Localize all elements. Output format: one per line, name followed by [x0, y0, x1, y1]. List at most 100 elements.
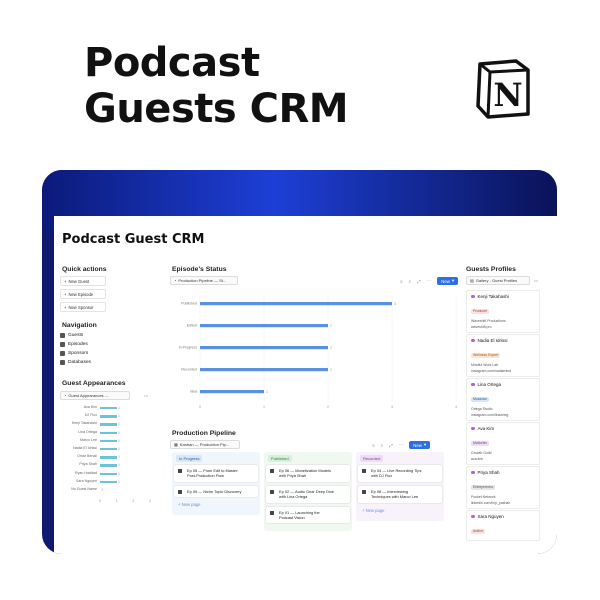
new-page-button[interactable]: + New page — [178, 502, 201, 508]
filter-icon[interactable]: ≡ — [400, 278, 403, 284]
kanban-card[interactable]: Ep 09 — Niche Topic Discovery — [174, 485, 258, 498]
notion-logo-letter: N — [493, 76, 522, 114]
kanban-card[interactable]: Ep 05 — From Edit to Master: Post-Product… — [174, 465, 258, 482]
guest-profile-card[interactable]: Nadia El Idrissi Wellness Expert Mindful W… — [466, 334, 540, 377]
new-label: New — [441, 278, 450, 284]
guest-name: Nadia El Idrissi — [471, 338, 535, 343]
guest-appearance-value: 1 — [118, 455, 120, 460]
kanban-card-title: Ep 02 — Audio Gear Deep Dive — [279, 488, 334, 494]
guest-role-tag: Marketer — [471, 441, 489, 446]
production-pipeline-view-label: Kanban — Production Pip... — [179, 442, 230, 447]
guest-profile-card[interactable]: Lina Ortega Musician Ortega Studio instagra… — [466, 378, 540, 421]
guest-appearance-bar — [100, 472, 117, 475]
guest-profile-card[interactable]: Priya Shah Entrepreneur Pocket Network link… — [466, 466, 540, 509]
person-icon — [471, 382, 475, 387]
page-icon — [362, 469, 366, 473]
production-pipeline-heading: Production Pipeline — [172, 430, 236, 437]
guest-link: linkedin.com/in/p_yashah — [471, 501, 511, 505]
status-label: Published — [181, 302, 197, 306]
nav-item-guests[interactable]: Guests — [60, 333, 83, 338]
guest-name: Kenji Takahashi — [471, 294, 535, 299]
status-label: Edited — [187, 324, 197, 328]
guest-name: Sara Nguyen — [471, 514, 535, 519]
new-episode-button[interactable]: + New Episode — [60, 289, 106, 299]
search-icon[interactable]: ⌕ — [380, 442, 384, 448]
more-icon[interactable]: ⋯ — [426, 278, 432, 283]
status-value: 2 — [330, 368, 332, 372]
new-sponsor-button[interactable]: + New Sponsor — [60, 302, 106, 312]
kanban-card[interactable]: Ep 01 — Launching the Podcast Vision — [266, 506, 350, 524]
new-sponsor-label: New Sponsor — [68, 304, 94, 310]
episodes-status-heading: Episode's Status — [172, 266, 227, 273]
kanban-column-title[interactable]: Recorded — [360, 455, 384, 462]
status-bar — [200, 324, 328, 328]
search-icon[interactable]: ⌕ — [408, 278, 412, 284]
new-guest-button[interactable]: + New Guest — [60, 276, 106, 286]
guest-profile-card[interactable]: Sara Nguyen Author — [466, 510, 540, 541]
episodes-status-view-selector[interactable]: ◔ Production Pipeline — St... — [170, 276, 238, 285]
guest-link: waveshift.pro — [471, 325, 492, 329]
nav-item-sponsors[interactable]: Sponsors — [60, 351, 88, 356]
kanban-card[interactable]: Ep 02 — Audio Gear Deep Dive with Lina Or… — [266, 485, 350, 503]
kanban-column-title[interactable]: In Progress — [176, 455, 203, 462]
kanban-card-title: Ep 08 — Interviewing — [371, 488, 408, 494]
status-x-tick: 2 — [327, 405, 329, 409]
more-icon[interactable]: ⋯ — [398, 442, 404, 447]
guest-profile-card[interactable]: Ava Kim Marketer Growth Guild ava.link — [466, 422, 540, 465]
guest-appearance-bar — [100, 431, 117, 434]
guest-role-tag: Musician — [471, 397, 489, 402]
plus-icon: + — [64, 278, 67, 284]
guest-appearances-view-selector[interactable]: ◔ Guest Appearances -... — [60, 391, 130, 400]
chevron-down-icon: ▾ — [451, 278, 455, 283]
status-value: 2 — [330, 324, 332, 328]
nav-guests-label: Guests — [68, 333, 84, 338]
page-icon — [362, 489, 366, 494]
guest-appearance-x-tick: 0 — [99, 499, 101, 504]
kanban-card[interactable]: Ep 08 — Interviewing Techniques with Marc… — [358, 485, 442, 503]
nav-episodes-label: Episodes — [68, 342, 88, 347]
new-page-button[interactable]: + New page — [362, 507, 385, 513]
person-icon — [471, 426, 475, 431]
guest-profiles-view-selector[interactable]: ▤ Gallery - Guest Profiles — [466, 276, 530, 285]
guest-role-tag: Author — [471, 529, 486, 534]
navigation-heading: Navigation — [62, 322, 97, 329]
nav-item-databases[interactable]: Databases — [60, 360, 91, 365]
nav-sponsors-label: Sponsors — [68, 351, 89, 356]
guest-link: instagram.com/linaorteg — [471, 413, 509, 417]
board-icon: ▦ — [174, 442, 178, 447]
kanban-column-title[interactable]: Published — [268, 455, 292, 462]
guest-profiles-view-label: Gallery - Guest Profiles — [475, 278, 518, 283]
filter-icon[interactable]: ≡ — [372, 442, 375, 448]
kanban-card[interactable]: Ep 06 — Monetization Models with Priya Sh… — [266, 465, 350, 482]
kanban-card[interactable]: Ep 04 — Live Recording Tips with DJ Flux — [358, 465, 442, 482]
expand-icon[interactable]: ⤢ — [417, 278, 421, 284]
more-options-icon[interactable]: ••• — [534, 278, 539, 283]
kanban-column: Published Ep 06 — Monetization Models with… — [264, 452, 352, 532]
person-icon — [471, 338, 475, 343]
guest-name: Ava Kim — [471, 426, 535, 431]
status-bar — [200, 368, 328, 372]
episodes-status-toolbar: ≡ ⌕ ⤢ ⋯ New ▾ — [400, 277, 459, 285]
guest-appearance-bar — [100, 407, 117, 410]
guest-name-text: Ava Kim — [477, 426, 495, 431]
page-icon — [178, 489, 182, 494]
more-options-icon[interactable]: ••• — [144, 393, 149, 398]
guest-profile-card[interactable]: Kenji Takahashi Producer Waveshift Product… — [466, 290, 540, 333]
guest-appearance-value: 0 — [101, 488, 104, 492]
guest-name-text: Priya Shah — [477, 470, 500, 475]
guest-appearance-label: Lina Ortega — [78, 429, 97, 434]
episodes-status-new-button[interactable]: New ▾ — [437, 277, 459, 285]
pipeline-new-button[interactable]: New ▾ — [409, 441, 431, 449]
guest-appearance-bar — [100, 464, 117, 467]
status-bar — [200, 346, 328, 350]
guest-appearance-label: Omar Benali — [77, 454, 97, 459]
page-icon — [270, 510, 274, 515]
kanban-card-title: Post-Production Flow — [187, 473, 224, 479]
guest-appearance-x-tick: 1 — [115, 499, 118, 504]
mic-icon — [60, 342, 65, 347]
expand-icon[interactable]: ⤢ — [389, 442, 393, 448]
status-x-tick: 3 — [391, 405, 393, 409]
production-pipeline-view-selector[interactable]: ▦ Kanban — Production Pip... — [170, 440, 240, 449]
nav-item-episodes[interactable]: Episodes — [60, 342, 88, 347]
